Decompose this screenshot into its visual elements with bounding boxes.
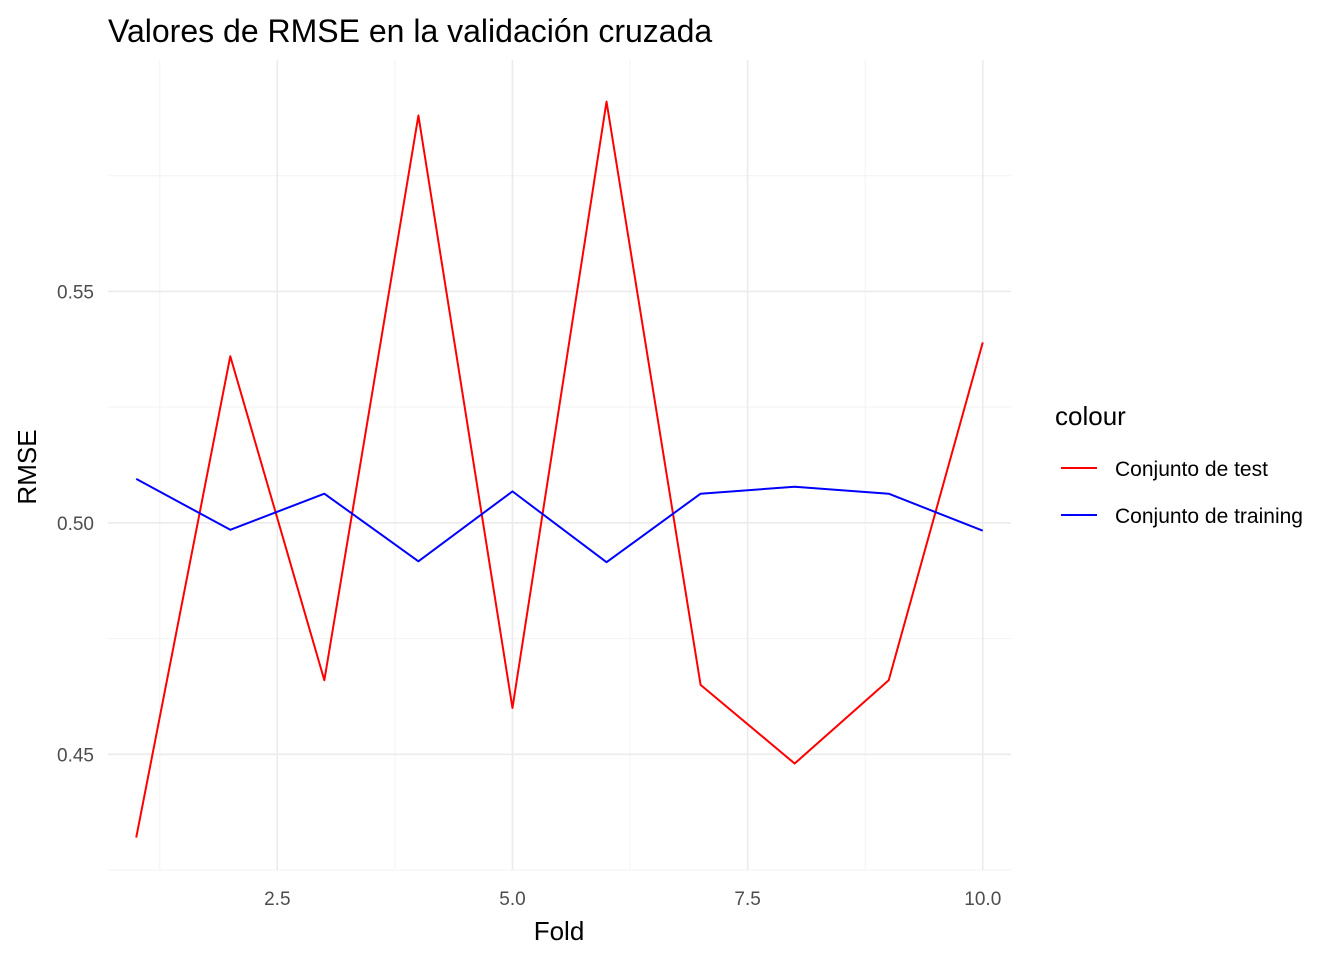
x-tick-label: 2.5 [264, 889, 290, 910]
series-line-test [135, 100, 984, 838]
legend-label-test: Conjunto de test [1115, 458, 1268, 481]
x-axis-ticks: 2.5 5.0 7.5 10.0 [264, 889, 1001, 910]
x-axis-title: Fold [534, 916, 585, 946]
y-tick-label: 0.50 [57, 514, 94, 535]
grid [108, 60, 1011, 871]
legend-label-training: Conjunto de training [1115, 505, 1303, 528]
legend-title: colour [1055, 401, 1126, 431]
x-tick-label: 5.0 [499, 889, 525, 910]
legend: colour Conjunto de test Conjunto de train… [1055, 401, 1303, 528]
y-axis-title: RMSE [12, 429, 42, 504]
y-tick-label: 0.45 [57, 745, 94, 766]
series-line-training [135, 478, 984, 564]
legend-items: Conjunto de test Conjunto de training [1061, 458, 1303, 528]
y-tick-label: 0.55 [57, 282, 94, 303]
x-tick-label: 10.0 [964, 889, 1001, 910]
series-lines [135, 100, 984, 838]
chart-title: Valores de RMSE en la validación cruzada [108, 13, 712, 49]
y-axis-ticks: 0.45 0.50 0.55 [57, 282, 94, 766]
x-tick-label: 7.5 [734, 889, 760, 910]
